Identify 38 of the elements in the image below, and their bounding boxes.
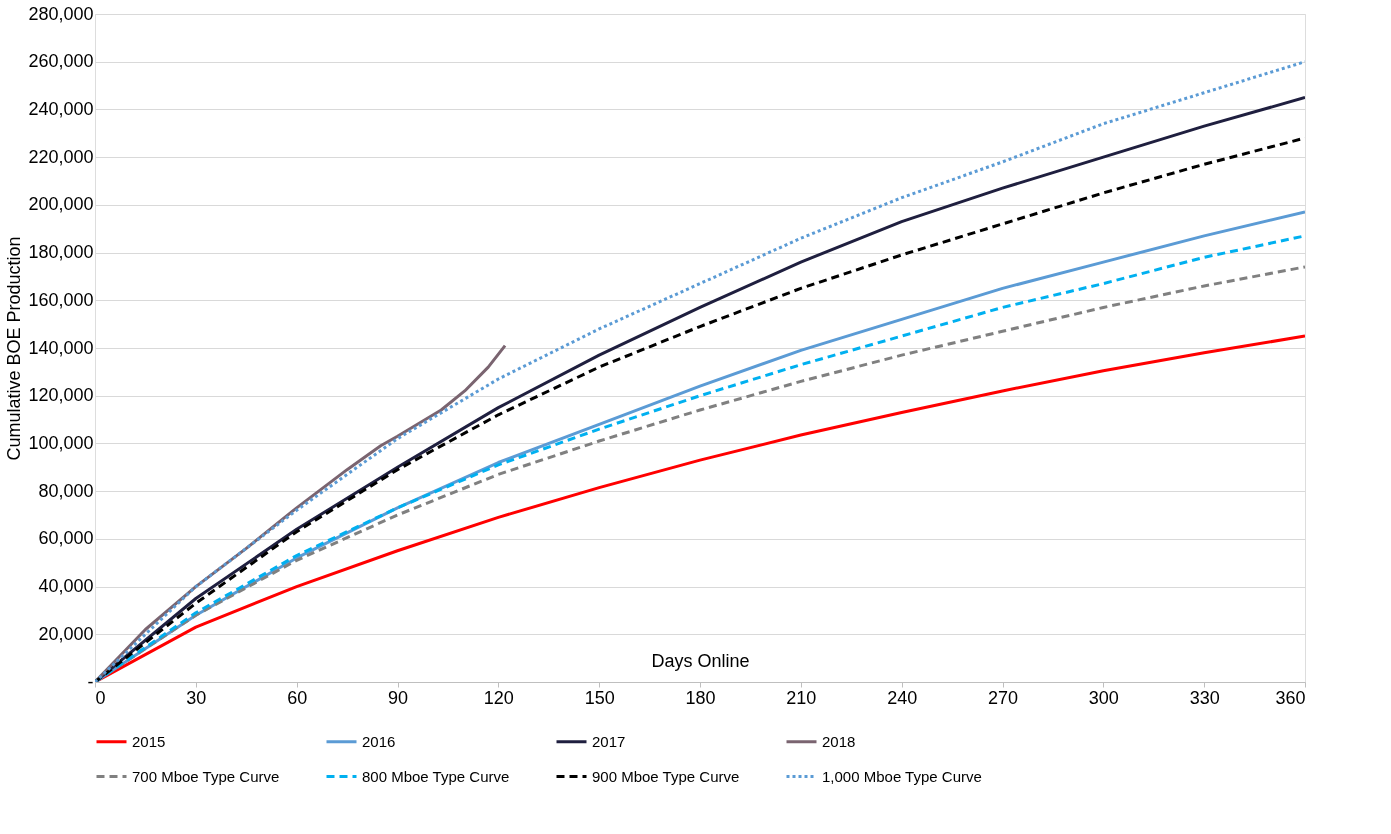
x-tick-label: 330	[1189, 687, 1220, 708]
legend-label: 2016	[362, 732, 396, 750]
y-tick-label: 20,000	[38, 623, 94, 644]
y-tick-label: 280,000	[28, 3, 94, 24]
y-tick-label: 60,000	[38, 528, 94, 549]
legend-label: 1,000 Mboe Type Curve	[822, 767, 982, 785]
x-tick-label: 270	[987, 687, 1019, 708]
y-tick-label: 80,000	[38, 480, 94, 501]
legend-label: 800 Mboe Type Curve	[362, 767, 510, 785]
y-tick-label: 180,000	[28, 242, 94, 263]
y-tick-label: 200,000	[28, 194, 94, 215]
y-tick-label: 120,000	[28, 385, 94, 406]
y-tick-label: 260,000	[28, 51, 94, 72]
x-tick-label: 90	[387, 687, 409, 708]
x-tick-label: 360	[1275, 687, 1306, 708]
x-tick-label: 210	[786, 687, 817, 708]
legend-label: 2015	[132, 732, 166, 750]
y-tick-label: 40,000	[38, 576, 94, 597]
y-tick-label: 220,000	[28, 146, 94, 167]
legend-label: 2018	[822, 732, 856, 750]
x-tick-label: 120	[483, 687, 514, 708]
x-tick-label: 180	[685, 687, 716, 708]
y-tick-label: -	[87, 671, 94, 692]
legend-label: 900 Mboe Type Curve	[592, 767, 740, 785]
x-axis-title: Days Online	[651, 650, 750, 671]
x-tick-label: 30	[186, 687, 207, 708]
y-tick-label: 240,000	[28, 98, 94, 119]
x-tick-label: 0	[95, 687, 106, 708]
x-tick-label: 60	[287, 687, 308, 708]
legend-label: 700 Mboe Type Curve	[132, 767, 280, 785]
legend-label: 2017	[592, 732, 626, 750]
y-tick-label: 100,000	[28, 432, 94, 453]
x-tick-label: 240	[887, 687, 918, 708]
y-tick-label: 160,000	[28, 289, 94, 310]
x-tick-label: 150	[584, 687, 615, 708]
y-axis-title: Cumulative BOE Production	[4, 236, 25, 461]
y-tick-label: 140,000	[28, 337, 94, 358]
x-tick-label: 300	[1088, 687, 1119, 708]
